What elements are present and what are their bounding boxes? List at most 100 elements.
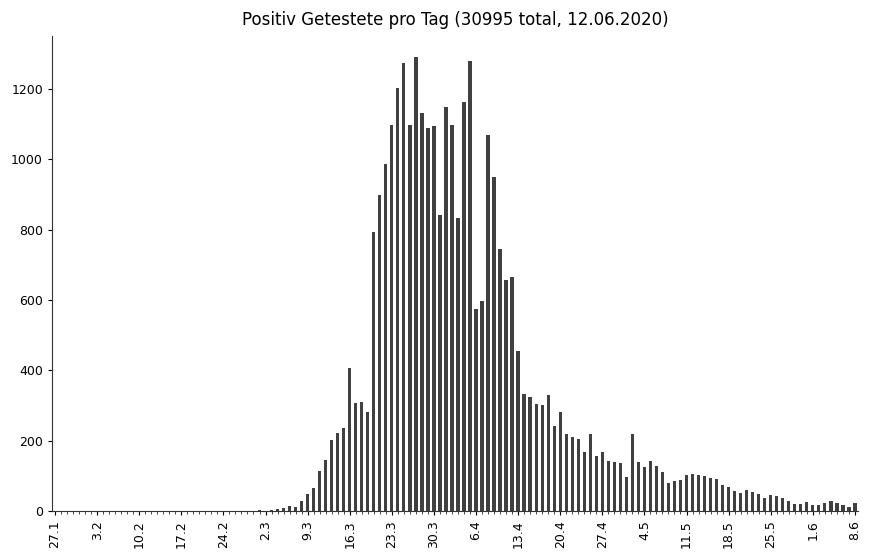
Bar [409, 125, 411, 511]
Bar [799, 504, 802, 511]
Bar [414, 58, 417, 511]
Bar [306, 494, 309, 511]
Bar [721, 485, 725, 511]
Bar [505, 280, 508, 511]
Bar [613, 462, 616, 511]
Bar [276, 509, 279, 511]
Bar [540, 405, 544, 511]
Bar [534, 404, 538, 511]
Bar [559, 412, 562, 511]
Title: Positiv Getestete pro Tag (30995 total, 12.06.2020): Positiv Getestete pro Tag (30995 total, … [242, 11, 668, 29]
Bar [793, 504, 796, 511]
Bar [457, 217, 459, 511]
Bar [360, 402, 363, 511]
Bar [258, 510, 261, 511]
Bar [300, 501, 303, 511]
Bar [601, 452, 604, 511]
Bar [444, 107, 448, 511]
Bar [486, 135, 490, 511]
Bar [745, 490, 748, 511]
Bar [546, 395, 550, 511]
Bar [354, 403, 357, 511]
Bar [727, 487, 730, 511]
Bar [294, 507, 297, 511]
Bar [528, 397, 532, 511]
Bar [498, 249, 502, 511]
Bar [691, 475, 694, 511]
Bar [733, 491, 736, 511]
Bar [715, 479, 718, 511]
Bar [636, 462, 640, 511]
Bar [805, 502, 808, 511]
Bar [402, 63, 405, 511]
Bar [588, 434, 592, 511]
Bar [829, 501, 833, 511]
Bar [390, 125, 394, 511]
Bar [847, 507, 850, 511]
Bar [697, 476, 700, 511]
Bar [438, 215, 442, 511]
Bar [474, 309, 478, 511]
Bar [336, 433, 340, 511]
Bar [787, 501, 790, 511]
Bar [619, 463, 622, 511]
Bar [757, 494, 760, 511]
Bar [842, 505, 844, 511]
Bar [817, 505, 821, 511]
Bar [630, 434, 634, 511]
Bar [649, 461, 652, 511]
Bar [684, 475, 688, 511]
Bar [522, 394, 526, 511]
Bar [835, 503, 839, 511]
Bar [420, 112, 423, 511]
Bar [468, 61, 471, 511]
Bar [781, 498, 784, 511]
Bar [517, 351, 519, 511]
Bar [384, 164, 388, 511]
Bar [312, 488, 315, 511]
Bar [511, 277, 513, 511]
Bar [553, 426, 556, 511]
Bar [811, 505, 815, 511]
Bar [571, 437, 574, 511]
Bar [396, 88, 400, 511]
Bar [324, 459, 327, 511]
Bar [576, 439, 580, 511]
Bar [288, 506, 292, 511]
Bar [625, 477, 628, 511]
Bar [450, 125, 454, 511]
Bar [565, 434, 567, 511]
Bar [372, 232, 375, 511]
Bar [607, 461, 610, 511]
Bar [330, 439, 333, 511]
Bar [769, 495, 773, 511]
Bar [582, 452, 586, 511]
Bar [673, 481, 676, 511]
Bar [763, 498, 766, 511]
Bar [318, 471, 321, 511]
Bar [661, 472, 664, 511]
Bar [463, 102, 465, 511]
Bar [270, 510, 273, 511]
Bar [432, 126, 436, 511]
Bar [709, 478, 712, 511]
Bar [595, 456, 598, 511]
Bar [492, 177, 496, 511]
Bar [480, 301, 484, 511]
Bar [378, 195, 382, 511]
Bar [679, 480, 682, 511]
Bar [823, 503, 827, 511]
Bar [643, 467, 646, 511]
Bar [342, 428, 346, 511]
Bar [426, 129, 430, 511]
Bar [853, 503, 856, 511]
Bar [751, 492, 754, 511]
Bar [667, 483, 670, 511]
Bar [282, 508, 285, 511]
Bar [348, 368, 351, 511]
Bar [703, 476, 706, 511]
Bar [739, 492, 742, 511]
Bar [366, 412, 369, 511]
Bar [775, 496, 779, 511]
Bar [655, 466, 658, 511]
